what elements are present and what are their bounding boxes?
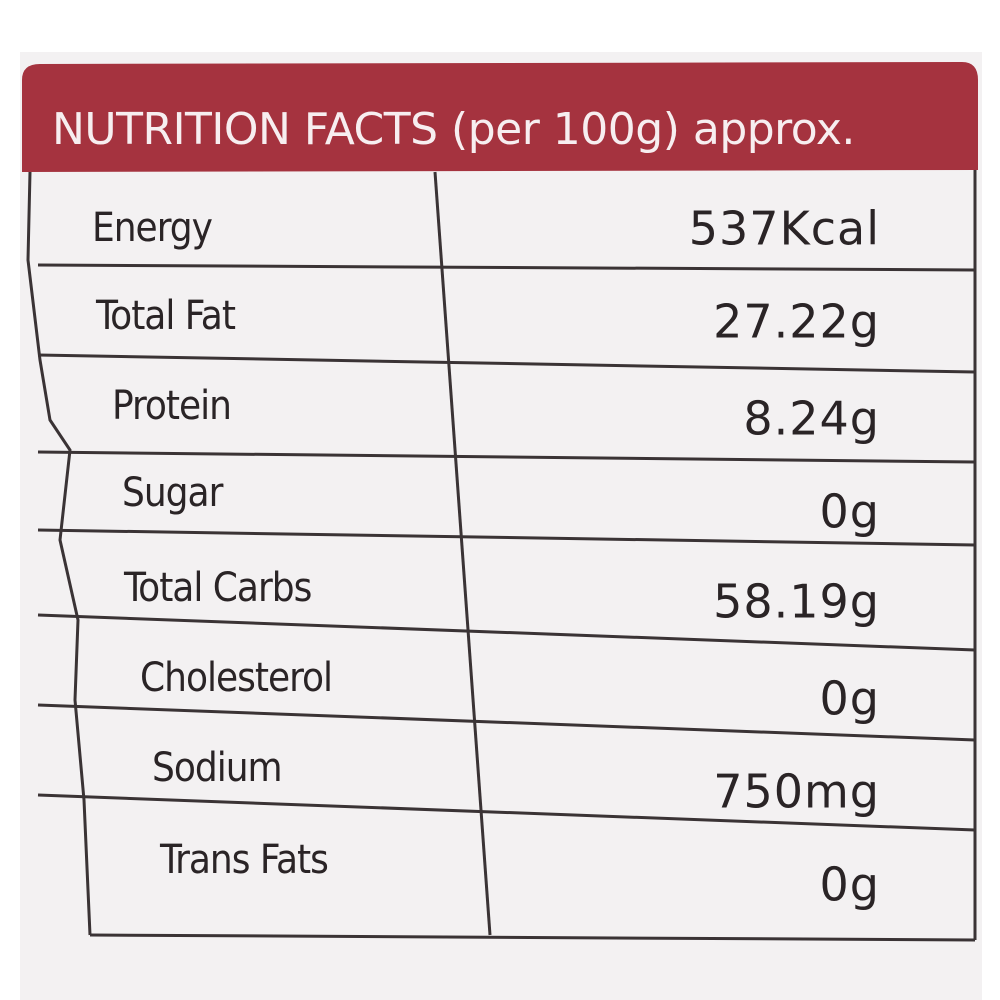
nutrient-amount: 0g: [820, 485, 880, 539]
nutrient-name: Energy: [92, 205, 213, 251]
nutrient-name: Trans Fats: [159, 837, 328, 883]
row-separator: [37, 613, 976, 652]
nutrient-amount: 0g: [820, 858, 880, 912]
nutrient-amount: 750mg: [713, 765, 880, 819]
nutrient-name: Total Fat: [95, 293, 236, 339]
nutrient-name: Protein: [112, 383, 231, 429]
table-left-border: [26, 171, 92, 936]
row-separator: [37, 703, 976, 742]
row-separator: [37, 528, 976, 547]
nutrient-amount: 537Kcal: [689, 202, 880, 256]
nutrient-name: Sodium: [152, 745, 282, 791]
row-separator: [37, 793, 976, 832]
row-separator: [37, 263, 976, 272]
row-separator: [37, 450, 976, 464]
header-band: [22, 62, 978, 172]
nutrient-name: Cholesterol: [140, 655, 332, 701]
column-divider: [433, 171, 492, 936]
nutrient-amount: 0g: [820, 672, 880, 726]
nutrient-amount: 27.22g: [713, 295, 880, 349]
row-separator: [37, 353, 976, 374]
nutrient-name: Total Carbs: [123, 565, 311, 611]
table-bottom-border: [89, 933, 976, 942]
nutrient-amount: 58.19g: [713, 575, 880, 629]
nutrient-amount: 8.24g: [743, 392, 880, 446]
header-title: NUTRITION FACTS (per 100g) approx.: [52, 104, 855, 155]
package-background: [20, 52, 982, 1000]
nutrient-name: Sugar: [122, 470, 224, 516]
